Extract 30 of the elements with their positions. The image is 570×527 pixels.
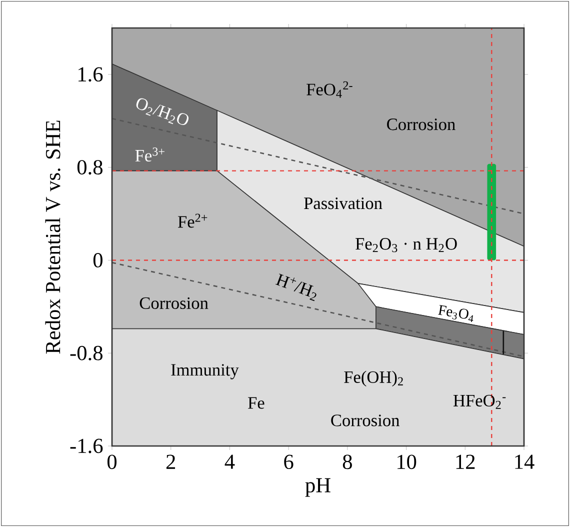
annotation: Corrosion	[140, 297, 208, 309]
annotation: Corrosion	[331, 414, 400, 426]
annotation: H$^{+}$/H$_{2}$	[275, 274, 316, 302]
x-tick-label: 12	[456, 454, 475, 469]
y-tick-label: 0.8	[77, 160, 102, 175]
x-tick-label: 10	[398, 454, 416, 470]
x-tick-label: 6	[284, 454, 294, 470]
y-tick-label: 0	[93, 253, 102, 268]
annotation: Fe$_{2}$O$_{3}$ · n H$_{2}$O	[356, 238, 457, 252]
annotation: Corrosion	[387, 118, 456, 130]
x-axis-title: pH	[305, 478, 330, 497]
annotation: Fe$^{2+}$	[178, 214, 208, 228]
annotation: FeO$_{4}$2-	[306, 81, 352, 98]
annotation: O$_{2}$/H$_{2}$O	[136, 98, 189, 126]
y-tick-label: 1.6	[78, 67, 103, 82]
annotation: Fe$_{3}$O$_{4}$	[438, 304, 474, 322]
annotation: Fe$^{3+}$	[135, 148, 164, 162]
y-tick-label: -1.6	[70, 438, 103, 454]
annotation: HFeO$_{2}$-	[453, 394, 506, 409]
annotation: Immunity	[171, 364, 239, 380]
annotation: Fe(OH)$_{2}$	[344, 370, 403, 386]
x-tick-label: 8	[342, 454, 352, 470]
y-axis-title: Redox Potential V vs. SHE	[45, 120, 60, 354]
x-tick-label: 2	[166, 454, 176, 469]
annotation: Fe	[248, 397, 264, 409]
y-tick-label: -0.8	[70, 346, 102, 360]
annotation: Passivation	[304, 197, 382, 210]
x-tick-label: 4	[224, 454, 235, 469]
x-tick-label: 14	[515, 454, 534, 469]
x-tick-label: 0	[107, 454, 117, 470]
